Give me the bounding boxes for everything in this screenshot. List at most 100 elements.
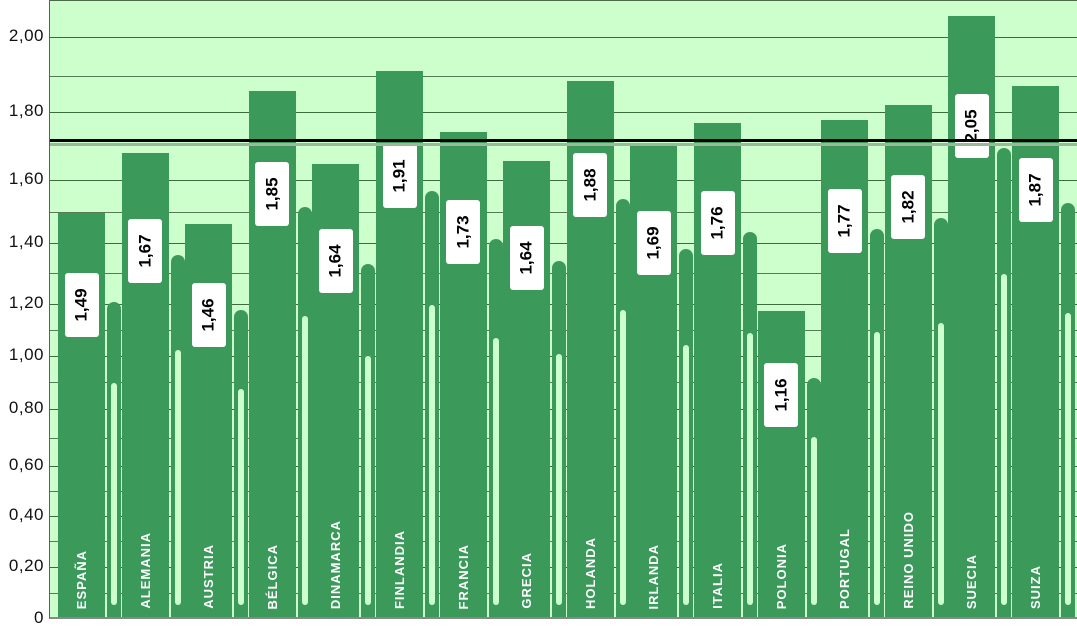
y-tick-label: 1,00 (8, 345, 44, 364)
y-tick-label: 1,40 (8, 232, 44, 251)
category-label-text: ESPAÑA (74, 549, 89, 609)
y-tick-label: 2,00 (8, 26, 44, 45)
value-label: 1,49 (64, 273, 99, 337)
bar: 1,73 FRANCIA (439, 132, 487, 617)
bar: 1,82 REINO UNIDO (884, 105, 932, 617)
bar-shadow-decoration (361, 264, 376, 617)
bar-shadow-inner (492, 338, 499, 605)
y-tick-label: 0,20 (8, 556, 44, 575)
reference-line-average (50, 139, 1077, 142)
bar-shadow-inner (937, 323, 944, 605)
value-label: 1,64 (509, 226, 544, 290)
value-label-text: 1,46 (198, 298, 218, 332)
y-tick-label: 0,60 (8, 455, 44, 474)
bar: 1,76 ITALIA (694, 123, 741, 617)
bar-shadow-decoration (488, 239, 503, 617)
value-label: 1,85 (255, 162, 290, 226)
category-label-text: GRECIA (519, 552, 535, 609)
category-label: SUIZA (1026, 565, 1046, 609)
bar-shadow-decoration (933, 218, 948, 617)
value-label: 1,91 (382, 144, 417, 208)
bar-shadow-inner (1001, 274, 1008, 605)
bar-shadow-decoration (234, 310, 249, 617)
value-label: 1,76 (700, 191, 735, 255)
bar-shadow-inner (365, 356, 372, 605)
bar-shadow-inner (747, 333, 753, 605)
category-label: IRLANDA (644, 544, 664, 610)
reference-line-shadow (50, 143, 1077, 146)
category-label: ITALIA (708, 562, 728, 609)
bar-shadow-decoration (552, 261, 567, 617)
category-label: BÉLGICA (262, 544, 282, 610)
category-label-text: AUSTRIA (201, 544, 217, 609)
category-label: SUECIA (962, 554, 982, 609)
bar-shadow-decoration (679, 249, 694, 617)
bar: 1,85 BÉLGICA (248, 91, 296, 617)
value-label-text: 1,64 (325, 244, 345, 278)
category-label: ALEMANIA (135, 532, 155, 609)
category-label-text: IRLANDA (646, 543, 662, 610)
y-tick-label: 0 (34, 608, 44, 627)
value-label-text: 1,49 (71, 288, 91, 322)
value-label-text: 1,64 (516, 241, 536, 275)
gridline-minor (50, 76, 1077, 77)
gridline-major (50, 180, 1077, 181)
value-label: 1,69 (636, 211, 671, 275)
bar-shadow-inner (556, 354, 563, 605)
category-label-text: ALEMANIA (137, 532, 153, 609)
bar: 1,49 ESPAÑA (58, 213, 105, 617)
plot-area: 1,49 ESPAÑA 1,67 ALEMANIA 1,46 AUSTRIA 1,85 BÉL… (49, 0, 1077, 619)
value-label: 1,82 (891, 175, 926, 239)
y-tick-label: 0,80 (8, 398, 44, 417)
bar-shadow-inner (301, 316, 308, 605)
bar-shadow-decoration (1061, 203, 1075, 617)
bar-shadow-inner (111, 383, 117, 605)
bar: 1,88 HOLANDA (566, 81, 614, 617)
gridline-major (50, 243, 1077, 244)
bar-shadow-decoration (107, 302, 121, 617)
category-label: AUSTRIA (199, 544, 219, 609)
value-label-text: 1,67 (135, 234, 155, 268)
bar: 1,87 SUIZA (1012, 86, 1059, 617)
value-label-text: 1,16 (771, 378, 791, 412)
bar-shadow-inner (174, 350, 181, 605)
value-label: 1,64 (318, 229, 353, 293)
gridline-major (50, 37, 1077, 38)
y-tick-label: 1,60 (8, 169, 44, 188)
category-label-text: FRANCIA (455, 543, 471, 610)
value-label-text: 1,87 (1025, 173, 1045, 207)
bar-shadow-decoration (743, 232, 757, 617)
bar-shadow-inner (238, 389, 245, 605)
value-label-text: 1,73 (453, 215, 473, 249)
bar-shadow-inner (429, 305, 435, 605)
value-label-text: 1,77 (834, 204, 854, 238)
value-label: 2,05 (954, 94, 989, 158)
gridline-major (50, 112, 1077, 113)
bar: 1,67 ALEMANIA (121, 153, 169, 617)
y-tick-label: 1,20 (8, 293, 44, 312)
category-label-text: ITALIA (710, 562, 725, 609)
category-label-text: SUIZA (1028, 565, 1043, 609)
bar: 1,16 POLONIA (757, 311, 805, 617)
category-label-text: REINO UNIDO (900, 511, 916, 609)
bar-shadow-inner (619, 310, 626, 605)
category-label: FINLANDIA (390, 530, 410, 609)
category-label-text: DINAMARCA (328, 519, 344, 609)
y-tick-label: 1,80 (8, 101, 44, 120)
category-label: PORTUGAL (835, 528, 855, 609)
value-label: 1,73 (446, 200, 481, 264)
category-label: ESPAÑA (72, 550, 92, 609)
category-label: POLONIA (771, 543, 791, 609)
value-label: 1,77 (827, 189, 862, 253)
category-label-text: POLONIA (773, 542, 789, 609)
bar: 2,05 SUECIA (948, 16, 996, 617)
category-label-text: BÉLGICA (264, 543, 280, 610)
bar: 1,77 PORTUGAL (821, 120, 869, 617)
category-label: FRANCIA (453, 544, 473, 610)
bar-shadow-decoration (997, 148, 1012, 617)
bar: 1,69 IRLANDA (630, 145, 678, 617)
value-label: 1,16 (764, 363, 799, 427)
bar-shadow-inner (874, 332, 881, 605)
bar-shadow-inner (683, 345, 690, 605)
